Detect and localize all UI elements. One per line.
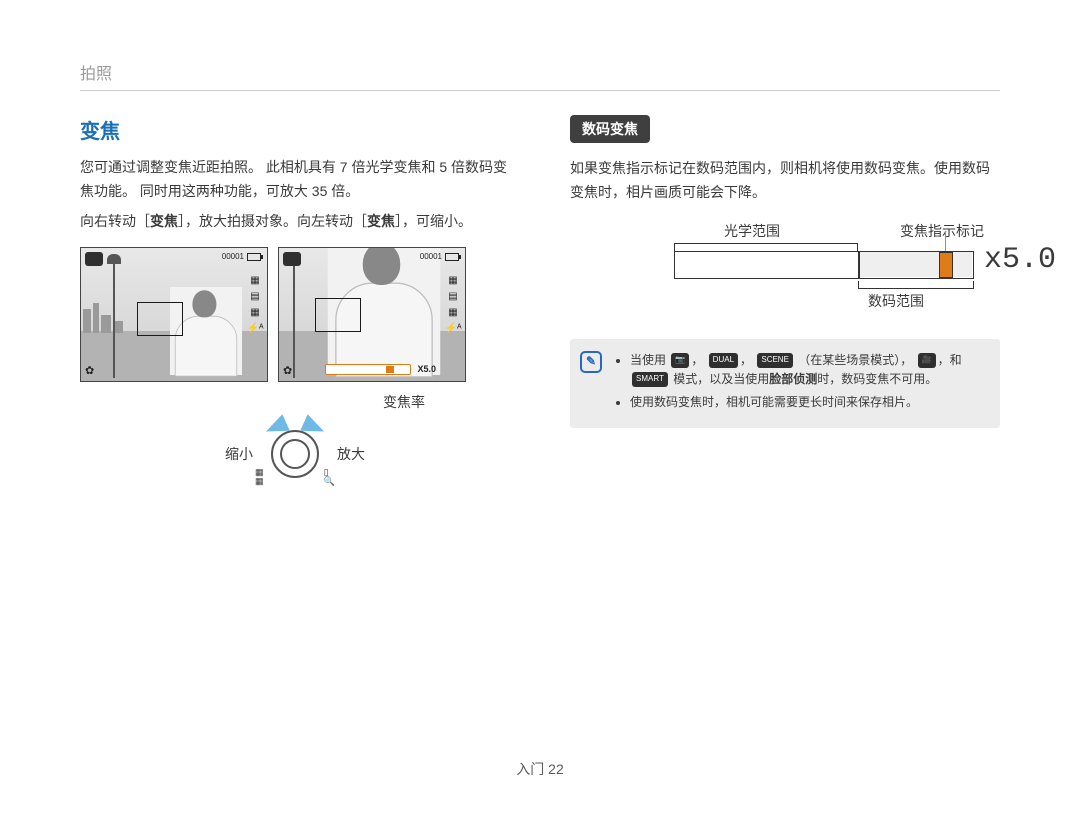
section-title-zoom: 变焦 xyxy=(80,115,510,144)
quality-icon: ▤ xyxy=(247,290,263,302)
imgsize-icon: ▦ xyxy=(247,274,263,286)
digital-range-area xyxy=(859,252,972,277)
battery-icon xyxy=(247,253,261,261)
zoom-indicator-label: 变焦指示标记 xyxy=(900,221,984,241)
imgsize-icon: ▦ xyxy=(445,274,461,286)
dial-icons-right: ▯🔍 xyxy=(324,468,335,486)
zoom-indicator-bar: X5.0 xyxy=(325,364,411,375)
focus-frame xyxy=(315,298,361,332)
camera-screen-zoom: 00001 ▦ ▤ ▦ ⚡ᴬ ✿ X5.0 xyxy=(278,247,466,382)
iso-icon: ▦ xyxy=(445,306,461,318)
quality-icon: ▤ xyxy=(445,290,461,302)
frame-counter: 00001 xyxy=(420,252,442,261)
footer-page: 22 xyxy=(548,761,564,777)
frame-counter: 00001 xyxy=(222,252,244,261)
zoom-dial: ▦▦ ▯🔍 xyxy=(271,430,319,478)
nb1-post: 模式，以及当使用 xyxy=(673,372,769,386)
iso-icon: ▦ xyxy=(247,306,263,318)
mode-icon xyxy=(85,252,103,266)
p2-pre: 向右转动［ xyxy=(80,213,150,229)
digital-zoom-header: 数码变焦 xyxy=(570,115,650,143)
flash-icon: ⚡ᴬ xyxy=(247,322,263,334)
p2-bold1: 变焦 xyxy=(150,213,178,229)
p2-mid: ］，放大拍摄对象。向左转动［ xyxy=(178,213,367,229)
p2-bold2: 变焦 xyxy=(367,213,395,229)
camera-screen-wide: 00001 ▦ ▤ ▦ ⚡ᴬ ✿ xyxy=(80,247,268,382)
zoom-out-label: 缩小 xyxy=(225,444,253,464)
footer-section: 入门 xyxy=(516,761,544,777)
camera-screens: 00001 ▦ ▤ ▦ ⚡ᴬ ✿ xyxy=(80,247,510,382)
smart-icon: SMART xyxy=(632,372,668,387)
nb1-pre: 当使用 xyxy=(630,353,666,367)
scene-icon: SCENE xyxy=(757,353,793,368)
intro-paragraph-1: 您可通过调整变焦近距拍照。 此相机具有 7 倍光学变焦和 5 倍数码变焦功能。 … xyxy=(80,156,510,204)
counter-area: 00001 xyxy=(222,252,261,261)
nb1-tail: 时，数码变焦不可用。 xyxy=(817,372,937,386)
zoom-in-label: 放大 xyxy=(337,444,365,464)
zoom-marker xyxy=(940,253,952,277)
note-bullet-1: 当使用 📷， DUAL， SCENE （在某些场景模式）， 🎥，和 SMART … xyxy=(630,351,986,389)
stabilizer-icon: ✿ xyxy=(85,364,94,377)
counter-area: 00001 xyxy=(420,252,459,261)
arrow-right-icon xyxy=(300,415,327,440)
focus-frame xyxy=(137,302,183,336)
zoom-range-diagram: 光学范围 变焦指示标记 x5.0 数码范围 xyxy=(570,221,1000,321)
mode-icon xyxy=(283,252,301,266)
nb1-mid: （在某些场景模式）， xyxy=(798,353,912,367)
camera-icon: 📷 xyxy=(671,353,689,368)
video-icon: 🎥 xyxy=(918,353,936,368)
nb1-bold: 脸部侦测 xyxy=(769,372,817,386)
dial-icons-left: ▦▦ xyxy=(255,468,264,486)
zoom-x-label: X5.0 xyxy=(417,364,436,374)
arrow-left-icon xyxy=(262,415,289,440)
optical-range-label: 光学范围 xyxy=(724,221,780,241)
side-icons: ▦ ▤ ▦ ⚡ᴬ xyxy=(247,274,263,334)
intro-paragraph-2: 向右转动［变焦］，放大拍摄对象。向左转动［变焦］，可缩小。 xyxy=(80,210,510,234)
note-bullet-2: 使用数码变焦时，相机可能需要更长时间来保存相片。 xyxy=(630,393,986,412)
digital-range-label: 数码范围 xyxy=(868,291,924,311)
zoom-x5-label: x5.0 xyxy=(984,243,1056,277)
note-box: ✎ 当使用 📷， DUAL， SCENE （在某些场景模式）， 🎥，和 SMAR… xyxy=(570,339,1000,429)
digital-zoom-paragraph: 如果变焦指示标记在数码范围内，则相机将使用数码变焦。使用数码变焦时，相片画质可能… xyxy=(570,157,1000,205)
flash-icon: ⚡ᴬ xyxy=(445,322,461,334)
p2-post: ］，可缩小。 xyxy=(395,213,472,229)
stabilizer-icon: ✿ xyxy=(283,364,292,377)
battery-icon xyxy=(445,253,459,261)
side-icons: ▦ ▤ ▦ ⚡ᴬ xyxy=(445,274,461,334)
note-icon: ✎ xyxy=(580,351,602,373)
page-footer: 入门 22 xyxy=(0,759,1080,779)
zoom-rate-callout: 变焦率 xyxy=(298,392,510,412)
breadcrumb: 拍照 xyxy=(80,60,1000,91)
dual-icon: DUAL xyxy=(709,353,738,368)
